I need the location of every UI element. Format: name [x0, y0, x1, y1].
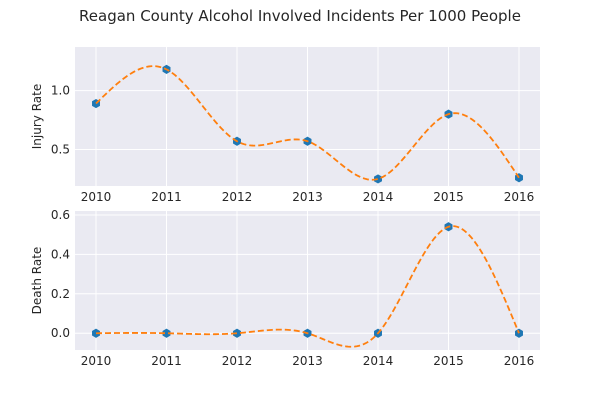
- death-x-tick-label: 2016: [504, 354, 535, 368]
- death-x-tick-label: 2011: [151, 354, 182, 368]
- injury-y-tick-label: 1.0: [51, 84, 70, 98]
- injury-rate-chart: 2010 2011 2012 2013 2014 2015 2016 0.5 1.0 Injury…: [30, 47, 540, 204]
- injury-x-tick-label: 2011: [151, 190, 182, 204]
- death-data-point: [233, 328, 241, 338]
- injury-spline-line: [95, 65, 520, 181]
- death-rate-chart: 2010 2011 2012 2013 2014 2015 2016 0.0 0.2 0.4 0.6…: [30, 208, 540, 368]
- death-data-point: [162, 328, 171, 338]
- death-y-tick-label: 0.2: [51, 287, 70, 301]
- injury-x-tick-label: 2012: [222, 190, 253, 204]
- death-spline-line: [95, 225, 520, 348]
- injury-x-tick-label: 2013: [292, 190, 323, 204]
- death-y-tick-label: 0.0: [51, 326, 70, 340]
- injury-y-tick-label: 0.5: [51, 142, 70, 156]
- death-x-tick-label: 2013: [292, 354, 323, 368]
- injury-x-tick-label: 2015: [433, 190, 464, 204]
- chart-title: Reagan County Alcohol Involved Incidents…: [79, 7, 521, 25]
- injury-x-tick-label: 2016: [504, 190, 535, 204]
- injury-y-axis-label: Injury Rate: [30, 84, 44, 149]
- death-x-tick-label: 2014: [363, 354, 394, 368]
- death-x-tick-label: 2010: [81, 354, 112, 368]
- death-y-axis-label: Death Rate: [30, 247, 44, 315]
- death-y-tick-label: 0.6: [51, 208, 70, 222]
- injury-x-tick-label: 2010: [81, 190, 112, 204]
- death-x-tick-label: 2012: [222, 354, 253, 368]
- injury-data-point: [374, 174, 382, 184]
- death-y-tick-label: 0.4: [51, 247, 70, 261]
- injury-x-tick-label: 2014: [363, 190, 394, 204]
- death-x-tick-label: 2015: [433, 354, 464, 368]
